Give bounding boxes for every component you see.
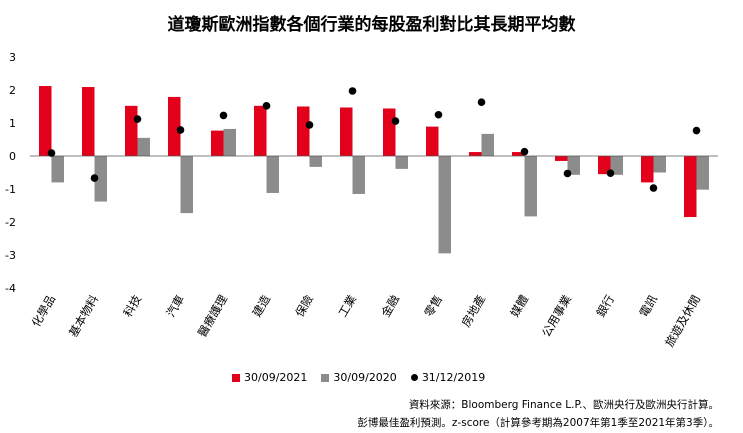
x-category-label: 媒體 (507, 293, 531, 320)
bar-30-09-2020-14 (653, 156, 666, 173)
dot-31-12-2019-2 (133, 115, 142, 123)
bar-30-09-2021-13 (598, 156, 611, 175)
legend-swatch-2021 (232, 373, 240, 382)
legend-label-2019: 31/12/2019 (421, 371, 486, 384)
x-category-label: 工業 (335, 292, 359, 319)
y-tick-label: 3 (9, 51, 16, 64)
dot-31-12-2019-7 (348, 87, 357, 95)
bar-30-09-2020-12 (567, 156, 580, 175)
y-tick-label: -4 (5, 282, 16, 295)
legend-label-2021: 30/09/2021 (244, 371, 308, 384)
bar-30-09-2020-7 (352, 156, 365, 194)
y-tick-label: -1 (5, 183, 16, 196)
bar-30-09-2020-4 (223, 128, 236, 156)
bar-30-09-2021-2 (125, 105, 138, 156)
x-category-label: 零售 (421, 293, 445, 320)
bar-30-09-2020-11 (524, 156, 537, 217)
dot-31-12-2019-0 (47, 149, 56, 157)
x-category-label: 科技 (120, 292, 144, 319)
x-category-label: 基本物料 (66, 292, 101, 339)
x-category-label: 建造 (249, 292, 273, 319)
y-tick-label: 1 (9, 117, 16, 130)
x-category-label: 保險 (292, 292, 316, 319)
legend-swatch-2020 (321, 373, 330, 382)
x-category-label: 醫療護理 (195, 292, 230, 339)
bar-30-09-2021-8 (383, 108, 396, 156)
bar-30-09-2021-11 (512, 152, 525, 156)
bar-30-09-2020-10 (481, 133, 494, 156)
bar-30-09-2020-2 (137, 137, 150, 156)
x-category-label: 汽車 (163, 293, 187, 320)
dot-31-12-2019-8 (391, 117, 400, 125)
bar-30-09-2021-9 (426, 126, 439, 156)
x-category-label: 公用事業 (539, 292, 574, 339)
legend-dot-2019 (410, 374, 418, 381)
dot-31-12-2019-6 (305, 121, 314, 129)
x-category-label: 化學品 (29, 293, 58, 330)
bar-30-09-2020-8 (395, 156, 408, 169)
bar-30-09-2021-10 (469, 152, 482, 156)
methodology-note: 彭博最佳盈利預測。z-score（計算參考期為2007年第1季至2021年第3季… (357, 417, 719, 429)
dot-31-12-2019-9 (434, 110, 443, 119)
dot-31-12-2019-5 (262, 102, 271, 110)
x-category-label: 房地產 (459, 292, 489, 329)
dot-31-12-2019-3 (176, 126, 185, 134)
bar-30-09-2021-1 (82, 87, 95, 156)
dot-31-12-2019-14 (649, 184, 658, 192)
legend: 30/09/2021 30/09/2020 31/12/2019 (232, 371, 485, 384)
bar-30-09-2020-6 (309, 156, 322, 167)
bar-30-09-2020-15 (696, 156, 709, 190)
x-category-label: 旅遊及休閒 (662, 293, 703, 350)
dot-31-12-2019-4 (219, 111, 228, 120)
x-category-label: 電訊 (636, 292, 660, 319)
bar-30-09-2020-5 (266, 156, 279, 193)
y-tick-label: 0 (9, 150, 16, 163)
y-tick-label: 2 (9, 84, 16, 97)
dot-31-12-2019-11 (520, 147, 529, 156)
bar-30-09-2021-14 (641, 156, 654, 183)
legend-item-2021: 30/09/2021 (232, 371, 307, 384)
bar-30-09-2020-13 (610, 156, 623, 175)
bar-30-09-2021-4 (211, 130, 224, 156)
y-tick-label: -3 (5, 249, 16, 262)
dot-31-12-2019-13 (606, 169, 615, 177)
bar-30-09-2020-0 (51, 156, 64, 183)
dot-31-12-2019-1 (90, 174, 99, 182)
bar-30-09-2020-9 (438, 156, 451, 254)
legend-item-2019: 31/12/2019 (410, 371, 486, 384)
y-tick-label: -2 (5, 216, 16, 229)
chart-title: 道瓊斯歐洲指數各個行業的每股盈利對比其長期平均數 (167, 15, 576, 35)
dot-31-12-2019-12 (563, 169, 572, 178)
dot-31-12-2019-15 (692, 126, 701, 135)
legend-label-2020: 30/09/2020 (333, 371, 397, 384)
bar-30-09-2021-15 (684, 156, 697, 218)
dot-31-12-2019-10 (477, 98, 486, 107)
bar-30-09-2021-12 (555, 156, 568, 161)
bar-30-09-2020-3 (180, 156, 193, 214)
bar-30-09-2020-1 (94, 156, 107, 202)
x-category-label: 銀行 (593, 293, 617, 320)
bar-30-09-2021-6 (297, 106, 310, 156)
bar-30-09-2021-0 (39, 86, 52, 156)
legend-item-2020: 30/09/2020 (321, 371, 397, 384)
bar-30-09-2021-5 (254, 105, 267, 156)
source-note: 資料來源：Bloomberg Finance L.P.、歐洲央行及歐洲央行計算。 (408, 399, 719, 411)
bar-30-09-2021-3 (168, 96, 181, 156)
bar-30-09-2021-7 (340, 107, 353, 156)
x-category-label: 金融 (378, 292, 402, 319)
